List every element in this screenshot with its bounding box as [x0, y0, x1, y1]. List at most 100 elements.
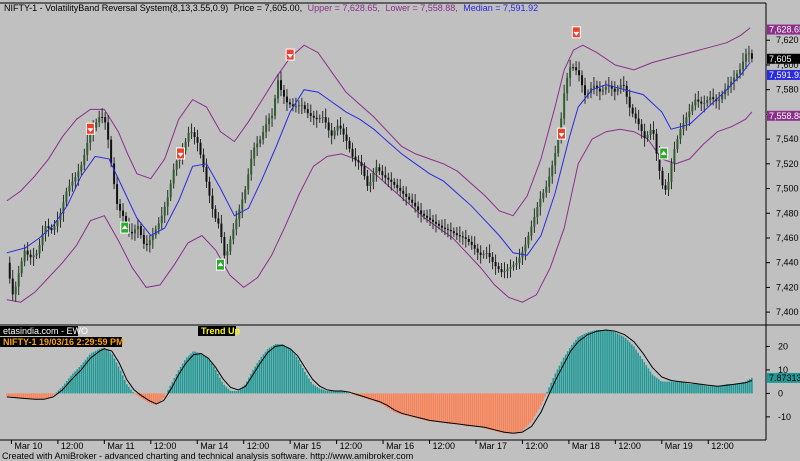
median-line	[6, 62, 751, 256]
price-candle-body	[265, 124, 268, 132]
price-candle-body	[89, 132, 92, 144]
price-candle-body	[452, 231, 455, 234]
price-candle-body	[125, 216, 128, 224]
price-candle-body	[393, 181, 396, 185]
price-candle-body	[747, 53, 750, 55]
price-candle-body	[244, 189, 247, 200]
price-candle-body	[98, 116, 101, 123]
price-candle-body	[259, 139, 262, 144]
price-candle-body	[122, 210, 125, 217]
price-candle-body	[694, 99, 697, 106]
price-candle-body	[604, 86, 607, 90]
price-candle-body	[387, 177, 390, 180]
price-candle-body	[107, 122, 110, 140]
price-y-tick-label: 7,460	[776, 233, 799, 243]
price-candle-body	[554, 153, 557, 166]
price-candle-body	[595, 85, 598, 89]
price-candle-body	[449, 229, 452, 232]
price-candle-body	[366, 176, 369, 186]
oscillator-y-tick-label: 10	[778, 365, 788, 375]
price-candle-body	[738, 69, 741, 74]
sell-arrow-icon	[558, 133, 565, 138]
price-candle-body	[133, 229, 136, 234]
price-candle-body	[59, 213, 62, 221]
upper-band-line	[6, 27, 751, 217]
price-y-tick-label: 7,420	[776, 282, 799, 292]
header-symbol-study: NIFTY-1 - VolatilityBand Reversal System…	[4, 3, 228, 13]
price-candle-body	[426, 215, 429, 218]
trend-label-box	[198, 326, 236, 336]
price-series-group	[6, 27, 753, 303]
oscillator-signal-line	[6, 329, 753, 434]
oscillator-last-value-label: 7.87313	[769, 373, 800, 383]
price-y-tick-label: 7,480	[776, 208, 799, 218]
price-candle-body	[8, 262, 11, 279]
price-candle-body	[676, 139, 679, 150]
price-candle-body	[530, 226, 533, 236]
x-tick-label: 12:00	[154, 441, 177, 451]
price-candle-body	[247, 174, 250, 190]
x-tick-label: 12:00	[618, 441, 641, 451]
price-candle-body	[601, 89, 604, 92]
price-candle-body	[673, 149, 676, 164]
time-x-axis: Mar 10 12:00 Mar 11 12:00 Mar 14 12:00 Mar 15 1…	[10, 440, 734, 451]
price-candle-body	[95, 122, 98, 128]
price-candle-body	[190, 132, 193, 134]
price-candle-body	[727, 85, 730, 90]
price-candle-body	[360, 162, 363, 167]
price-candle-body	[557, 138, 560, 154]
price-candle-body	[29, 254, 32, 258]
price-candle-body	[718, 99, 721, 102]
price-candle-body	[423, 213, 426, 216]
price-candle-body	[324, 117, 327, 123]
price-candle-body	[229, 239, 232, 252]
price-candle-body	[536, 206, 539, 217]
last-value-box	[767, 69, 800, 80]
price-candle-body	[518, 257, 521, 263]
price-candle-body	[622, 84, 625, 86]
x-tick-label: Mar 14	[200, 441, 228, 451]
price-candle-body	[321, 117, 324, 119]
x-tick-label: 12:00	[340, 441, 363, 451]
price-y-tick-label: 7,580	[776, 85, 799, 95]
price-candle-body	[354, 156, 357, 161]
price-candle-body	[509, 266, 512, 269]
price-candle-body	[104, 117, 107, 123]
price-candle-body	[691, 105, 694, 112]
price-candle-body	[592, 85, 595, 89]
price-candle-body	[584, 85, 587, 96]
price-candle-body	[220, 223, 223, 238]
price-candle-body	[482, 253, 485, 255]
price-candle-body	[80, 165, 83, 172]
price-candle-body	[274, 98, 277, 116]
price-candle-body	[399, 187, 402, 191]
price-candle-body	[744, 53, 747, 62]
price-candle-body	[607, 85, 610, 87]
price-candle-body	[256, 143, 259, 148]
price-candle-body	[148, 240, 151, 246]
price-candle-body	[300, 105, 303, 107]
price-candle-body	[658, 153, 661, 171]
price-candle-body	[145, 243, 148, 246]
price-candle-body	[47, 226, 50, 229]
price-candle-body	[142, 234, 145, 244]
footer-bar	[0, 452, 800, 461]
price-candle-body	[208, 181, 211, 196]
price-candle-body	[625, 85, 628, 97]
price-candle-body	[420, 210, 423, 214]
price-candle-body	[437, 223, 440, 226]
price-candle-body	[86, 143, 89, 155]
price-candle-body	[32, 255, 35, 258]
price-candle-body	[384, 175, 387, 178]
price-candle-body	[637, 118, 640, 125]
price-y-tick-label: 7,620	[776, 35, 799, 45]
price-candle-body	[345, 134, 348, 141]
price-candle-body	[494, 261, 497, 267]
trend-label: Trend Up	[201, 326, 241, 336]
price-candle-body	[619, 84, 622, 89]
site-label: etasindia.com - EWO	[3, 326, 88, 336]
price-candle-body	[524, 244, 527, 252]
price-candle-body	[440, 225, 443, 228]
